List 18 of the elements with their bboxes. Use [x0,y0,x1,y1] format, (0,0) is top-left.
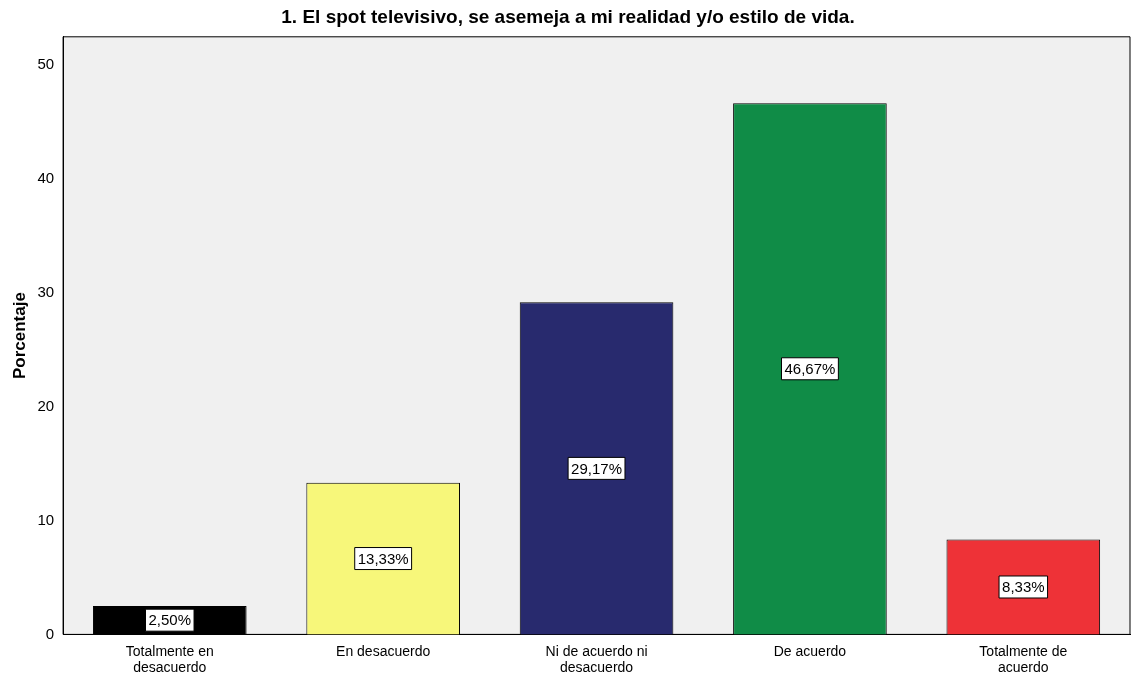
x-tick-label: Ni de acuerdo ni desacuerdo [545,642,648,676]
y-axis-title: Porcentaje [9,292,29,380]
data-label: 2,50% [148,611,192,629]
y-tick-label: 30 [37,283,55,301]
x-tick-label: En desacuerdo [336,642,431,659]
y-tick-label: 10 [37,510,55,528]
chart-title: 1. El spot televisivo, se asemeja a mi realidad y/o estilo de vida. [281,5,855,27]
data-label: 8,33% [1002,578,1045,596]
y-tick-label: 20 [37,396,55,414]
x-tick-label: Totalmente de acuerdo [979,642,1068,676]
x-tick-label: Totalmente en desacuerdo [125,642,214,676]
y-tick-label: 40 [37,169,55,187]
y-tick-label: 50 [37,55,55,73]
data-label: 13,33% [357,549,409,567]
x-tick-label: De acuerdo [773,642,847,659]
data-label: 29,17% [571,459,622,477]
y-tick-label: 0 [45,624,55,642]
data-label: 46,67% [784,359,836,377]
